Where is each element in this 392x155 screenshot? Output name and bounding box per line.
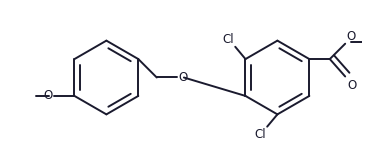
Text: O: O — [44, 89, 53, 102]
Text: O: O — [178, 71, 187, 84]
Text: Cl: Cl — [223, 33, 234, 46]
Text: Cl: Cl — [254, 128, 266, 141]
Text: O: O — [347, 79, 356, 91]
Text: O: O — [346, 30, 356, 43]
